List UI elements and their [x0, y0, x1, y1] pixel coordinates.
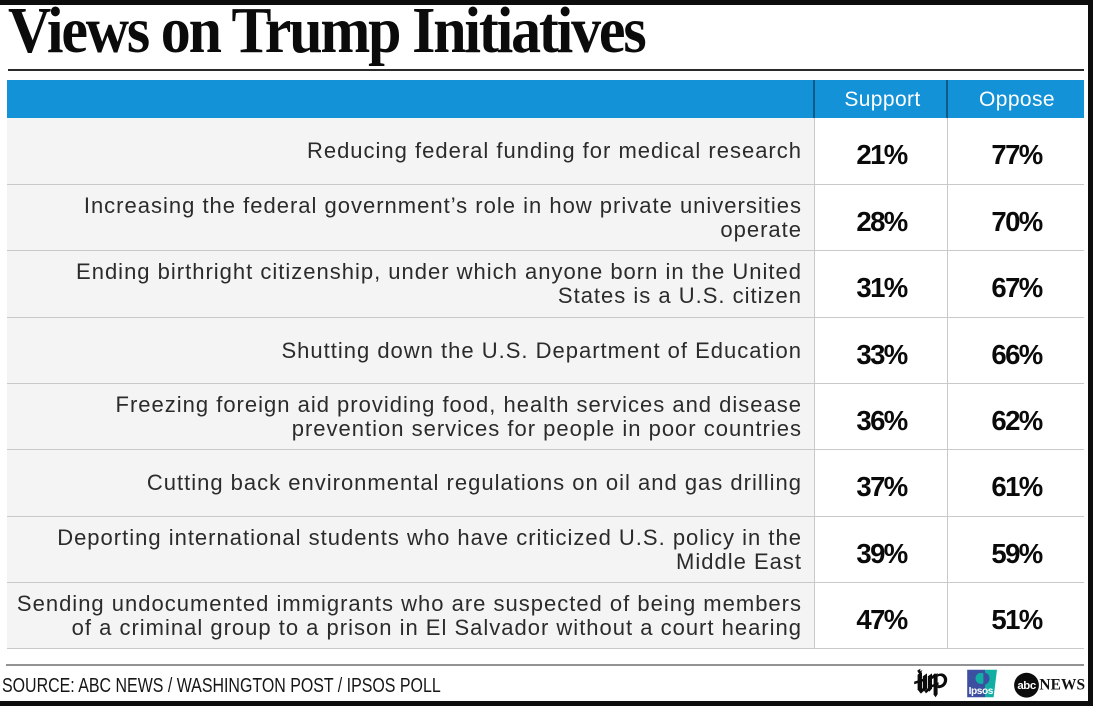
svg-text:Ipsos: Ipsos	[969, 686, 994, 697]
svg-text:NEWS: NEWS	[1039, 677, 1085, 694]
svg-text:abc: abc	[1017, 680, 1035, 692]
